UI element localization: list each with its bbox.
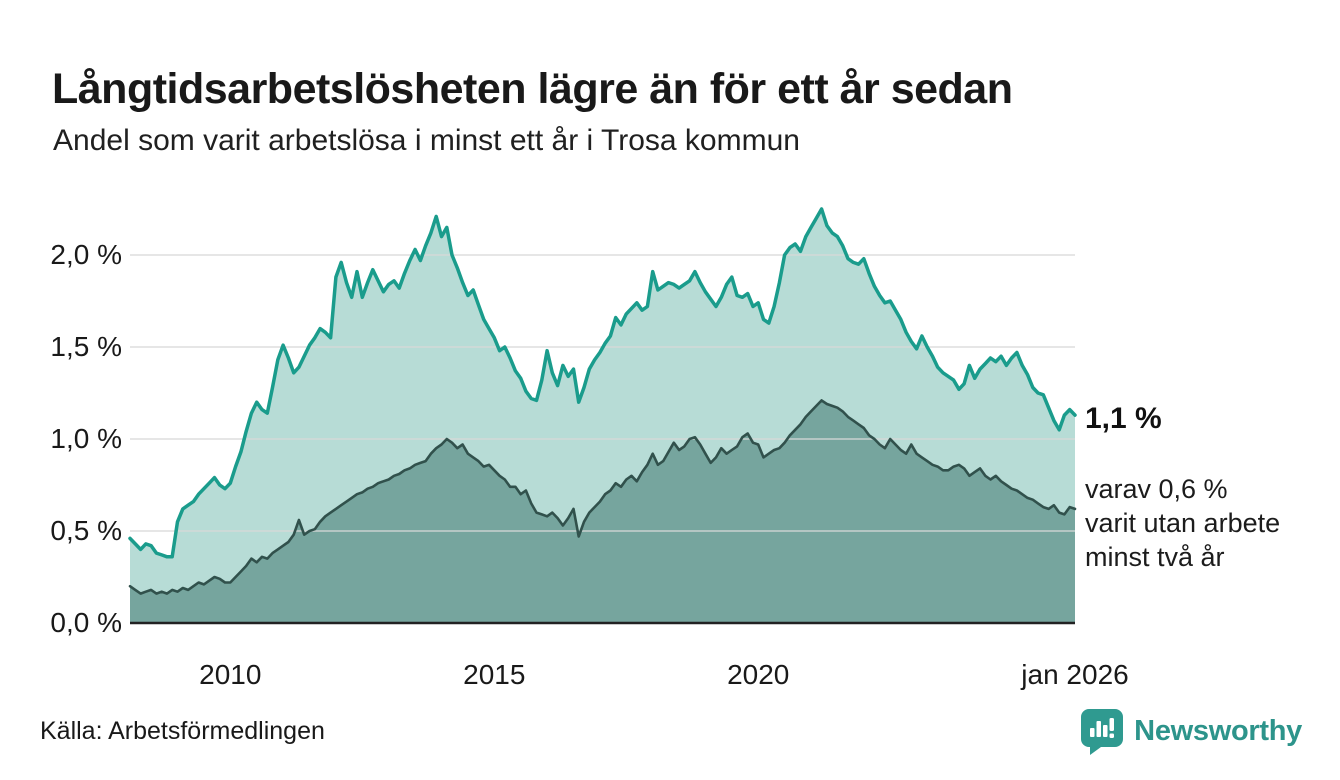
bar-chart-speech-bubble-icon xyxy=(1080,708,1124,755)
latest-detail-label: varav 0,6 % varit utan arbete minst två … xyxy=(1085,474,1281,572)
page-title: Långtidsarbetslösheten lägre än för ett … xyxy=(52,64,1013,113)
brand-name: Newsworthy xyxy=(1134,715,1302,747)
series-line-min-two-years xyxy=(128,399,1077,595)
area-min-two-years xyxy=(130,400,1075,623)
y-tick-label: 0,5 % xyxy=(50,515,122,546)
chart-subtitle: Andel som varit arbetslösa i minst ett å… xyxy=(53,124,800,157)
y-tick-label: 1,5 % xyxy=(50,331,122,362)
source-caption: Källa: Arbetsförmedlingen xyxy=(40,717,325,745)
series-line-min-one-year xyxy=(128,207,1077,559)
x-tick-label: 2015 xyxy=(463,659,526,690)
y-tick-label: 2,0 % xyxy=(50,239,122,270)
newsworthy-logo: Newsworthy xyxy=(1080,708,1302,755)
x-tick-label: 2020 xyxy=(727,659,790,690)
x-tick-label: 2010 xyxy=(199,659,262,690)
latest-value-label: 1,1 % xyxy=(1085,402,1162,435)
x-tick-label: jan 2026 xyxy=(1021,659,1129,690)
y-tick-label: 1,0 % xyxy=(50,423,122,454)
y-tick-label: 0,0 % xyxy=(50,607,122,638)
